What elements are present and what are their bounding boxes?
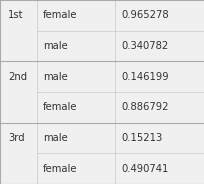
Text: male: male	[43, 133, 68, 143]
Bar	[0, 153, 204, 184]
Text: 0.340782: 0.340782	[120, 41, 167, 51]
Text: 0.15213: 0.15213	[120, 133, 161, 143]
Text: 0.886792: 0.886792	[120, 102, 168, 112]
Text: 0.490741: 0.490741	[120, 164, 167, 174]
Bar	[0, 31, 204, 61]
Bar	[0, 61, 204, 92]
Text: female: female	[43, 10, 77, 20]
Text: female: female	[43, 164, 77, 174]
Text: 0.146199: 0.146199	[120, 72, 168, 82]
Bar	[0, 123, 204, 153]
Text: 0.965278: 0.965278	[120, 10, 168, 20]
Text: 2nd: 2nd	[8, 72, 27, 82]
Text: female: female	[43, 102, 77, 112]
Bar	[0, 92, 204, 123]
Text: male: male	[43, 72, 68, 82]
Text: 1st: 1st	[8, 10, 23, 20]
Bar	[0, 0, 204, 31]
Text: male: male	[43, 41, 68, 51]
Text: 3rd: 3rd	[8, 133, 24, 143]
